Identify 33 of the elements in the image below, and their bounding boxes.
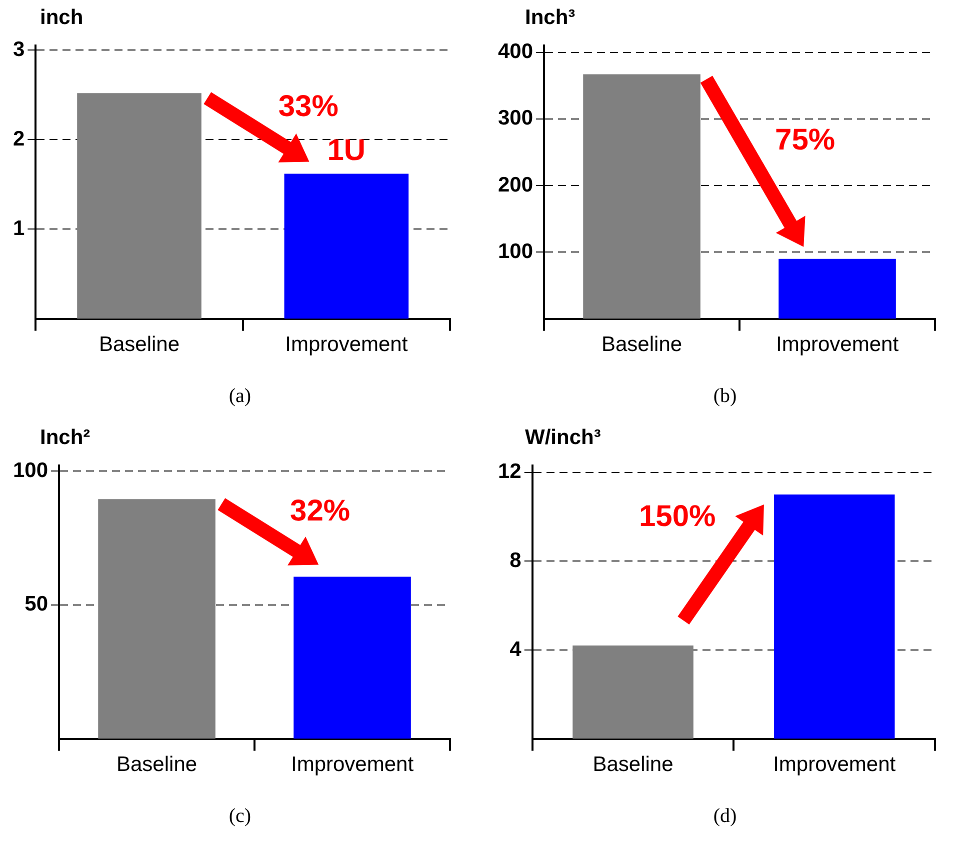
y-tick-label: 50 bbox=[24, 592, 48, 616]
y-tick-label: 200 bbox=[498, 173, 534, 196]
y-tick-label: 3 bbox=[12, 38, 25, 61]
y-tick-label: 300 bbox=[498, 106, 534, 130]
annotation: 150% bbox=[638, 500, 716, 533]
annotation: 33% bbox=[278, 90, 338, 124]
y-axis-title: W/inch³ bbox=[525, 426, 601, 450]
x-tick-label: Improvement bbox=[776, 333, 899, 356]
y-tick-label: 2 bbox=[12, 127, 25, 150]
y-axis-title: inch bbox=[40, 6, 84, 30]
y-tick-label: 1 bbox=[12, 217, 25, 240]
y-tick-label: 8 bbox=[510, 548, 522, 572]
text: (b) bbox=[712, 385, 738, 408]
y-tick-label: 400 bbox=[498, 40, 534, 64]
text: (a) bbox=[228, 385, 252, 408]
x-tick-label: Baseline bbox=[98, 333, 180, 356]
y-tick-label: 12 bbox=[498, 460, 522, 484]
x-tick-label: Baseline bbox=[592, 753, 674, 776]
y-tick-label: 100 bbox=[12, 458, 48, 482]
text: (c) bbox=[228, 805, 252, 828]
annotation: 75% bbox=[775, 123, 836, 156]
y-tick-label: 4 bbox=[510, 638, 522, 661]
x-tick-label: Baseline bbox=[601, 333, 682, 356]
text: (d) bbox=[712, 805, 738, 828]
y-tick-label: 100 bbox=[498, 240, 534, 263]
x-tick-label: Improvement bbox=[773, 753, 896, 776]
y-axis-title: Inch² bbox=[40, 426, 90, 450]
annotation: 32% bbox=[290, 494, 350, 528]
annotation: 1U bbox=[327, 134, 366, 167]
y-axis-title: Inch³ bbox=[525, 6, 576, 30]
x-tick-label: Improvement bbox=[285, 333, 408, 356]
x-tick-label: Baseline bbox=[116, 753, 198, 776]
x-tick-label: Improvement bbox=[290, 753, 414, 776]
